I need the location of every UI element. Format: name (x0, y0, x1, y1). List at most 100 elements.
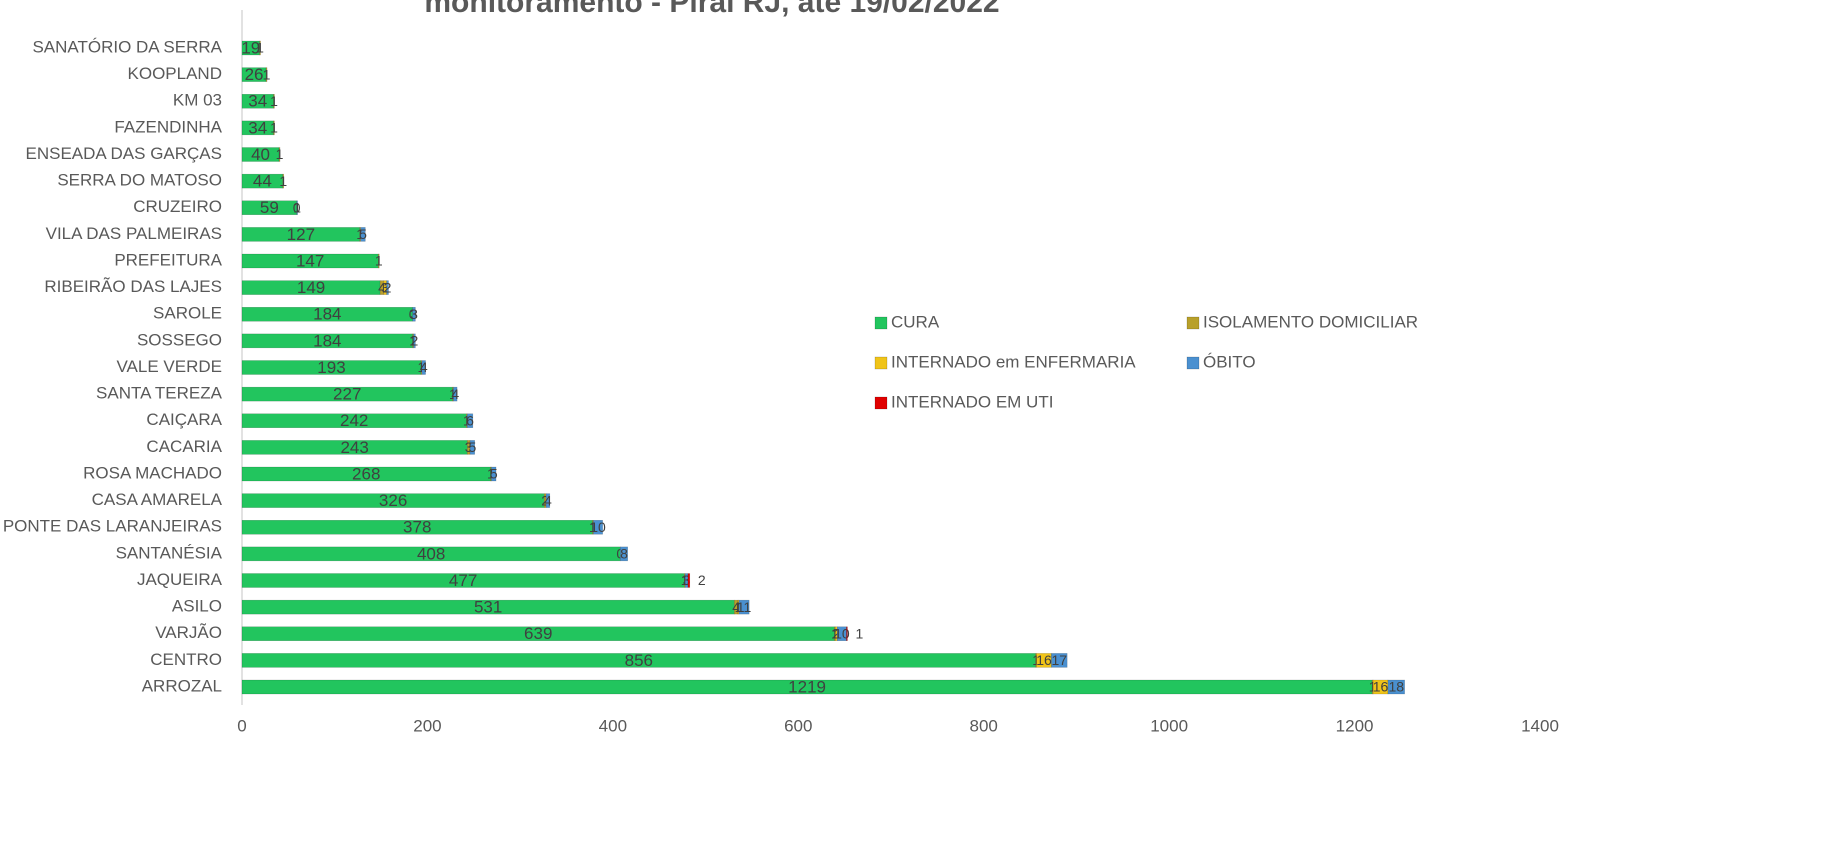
bar-segment (469, 440, 475, 455)
bar-segment (491, 466, 497, 482)
bar-segment (1387, 679, 1405, 695)
data-label: 1 (418, 359, 426, 375)
bar-segment (273, 120, 275, 136)
legend-swatch (1186, 356, 1200, 370)
y-tick-label: SANATÓRIO DA SERRA (32, 37, 222, 56)
data-label: 19 (241, 38, 260, 57)
data-label: 11 (737, 599, 752, 615)
x-tick-label: 600 (784, 716, 812, 735)
y-tick-label: SOSSEGO (137, 330, 222, 349)
data-label: 242 (340, 411, 368, 430)
y-tick-label: SAROLE (153, 304, 222, 323)
y-tick-label: CRUZEIRO (133, 197, 222, 216)
x-tick-label: 200 (413, 716, 441, 735)
data-label: 5 (359, 226, 367, 242)
data-label: 3 (381, 279, 389, 295)
y-tick-label: JAQUEIRA (137, 570, 223, 589)
data-label: 17 (1051, 652, 1067, 668)
data-label: 6 (466, 412, 474, 428)
bar-segment (265, 67, 268, 82)
data-label: 5 (490, 466, 498, 482)
data-label: 147 (296, 251, 324, 270)
y-tick-label: ASILO (172, 597, 222, 616)
data-label: 3 (410, 306, 418, 322)
y-tick-label: VILA DAS PALMEIRAS (46, 224, 222, 243)
data-label: 227 (333, 385, 361, 404)
data-label: 44 (253, 172, 272, 191)
bar-segment (413, 333, 416, 349)
data-label: 1 (270, 93, 278, 109)
data-label: 4 (378, 279, 386, 295)
bar-segment (412, 307, 416, 322)
y-tick-label: KM 03 (173, 91, 222, 110)
data-label: 1219 (788, 677, 826, 696)
bar-segment (738, 599, 750, 615)
data-label: 1 (735, 599, 743, 615)
legend-label: ÓBITO (1203, 352, 1256, 371)
bar-segment (1036, 653, 1052, 668)
bar-segment (687, 573, 691, 588)
y-tick-label: ARROZAL (142, 676, 222, 695)
data-label: 2 (698, 572, 706, 588)
data-label: 1 (256, 40, 264, 56)
x-tick-label: 1000 (1150, 716, 1188, 735)
y-tick-label: KOOPLAND (128, 64, 222, 83)
data-label: 8 (620, 546, 628, 562)
data-label: 1 (1369, 679, 1377, 695)
data-label: 1 (279, 173, 287, 189)
bar-segment (593, 520, 603, 535)
y-tick-label: ENSEADA DAS GARÇAS (25, 144, 222, 163)
bar-segment (273, 94, 275, 109)
bar-segment (421, 360, 426, 375)
legend-label: ISOLAMENTO DOMICILIAR (1203, 312, 1418, 331)
x-tick-label: 0 (237, 716, 246, 735)
bar-segment (545, 493, 551, 508)
legend-label: INTERNADO EM UTI (891, 392, 1053, 411)
data-label: 1 (1032, 652, 1040, 668)
x-tick-label: 400 (599, 716, 627, 735)
data-label: 59 (260, 198, 279, 217)
data-label: 3 (465, 439, 473, 455)
data-label: 1 (589, 519, 597, 535)
y-tick-label: VARJÃO (155, 623, 222, 642)
data-label: 18 (1389, 679, 1405, 695)
bar-segment (241, 253, 379, 269)
bar-segment (386, 280, 389, 295)
data-label: 2 (384, 279, 392, 295)
data-label: 149 (297, 278, 325, 297)
bar-segment (360, 227, 366, 242)
y-tick-label: CAIÇARA (146, 410, 222, 429)
data-label: 16 (1373, 679, 1389, 695)
y-tick-label: SANTANÉSIA (116, 543, 223, 562)
data-label: 3 (683, 572, 691, 588)
data-label: 1 (487, 466, 495, 482)
bar-segment (296, 200, 298, 215)
bar-segment (278, 147, 281, 162)
bar-segment (241, 493, 545, 508)
y-tick-label: ROSA MACHADO (83, 463, 222, 482)
data-label: 34 (248, 92, 267, 111)
data-label: 268 (352, 464, 380, 483)
bar-segment (282, 173, 284, 189)
legend-swatch (874, 396, 888, 410)
y-tick-label: CENTRO (150, 650, 222, 669)
data-label: 1 (681, 572, 689, 588)
data-label: 1 (831, 625, 839, 641)
data-label: 26 (245, 65, 264, 84)
data-label: 1 (409, 333, 417, 349)
legend-label: INTERNADO em ENFERMARIA (891, 352, 1136, 371)
data-label: 1 (356, 226, 364, 242)
y-tick-label: RIBEIRÃO DAS LAJES (44, 277, 222, 296)
x-tick-label: 1200 (1336, 716, 1374, 735)
data-label: 193 (317, 358, 345, 377)
data-label: 856 (625, 651, 653, 670)
data-label: 1 (856, 625, 864, 641)
bar-segment (241, 520, 593, 535)
data-label: 184 (313, 305, 341, 324)
y-tick-label: FAZENDINHA (114, 117, 222, 136)
y-tick-label: CACARIA (146, 437, 222, 456)
data-label: 477 (449, 571, 477, 590)
bar-segment (378, 253, 380, 269)
data-label: 2 (541, 492, 549, 508)
bar-segment (467, 413, 474, 428)
